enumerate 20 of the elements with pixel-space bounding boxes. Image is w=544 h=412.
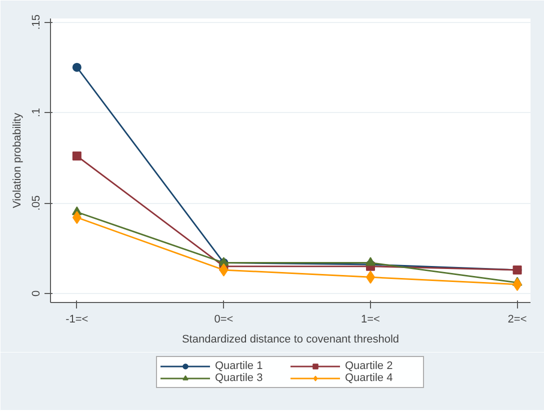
point	[72, 62, 82, 72]
point	[512, 278, 522, 291]
legend-label: Quartile 3	[215, 372, 264, 384]
y-tick-label: .05	[30, 195, 42, 211]
x-tick-label: -1=<	[66, 314, 88, 326]
point	[219, 263, 228, 276]
point	[366, 257, 376, 266]
legend-label: Quartile 4	[345, 372, 394, 384]
x-axis-title: Standardized distance to covenant threshold	[182, 334, 400, 346]
point	[72, 210, 82, 224]
y-axis-title: Violation probability	[12, 112, 24, 208]
x-tick-label: 0=<	[214, 314, 234, 326]
legend-label: Quartile 2	[345, 360, 394, 372]
y-tick-label: .1	[30, 108, 42, 118]
x-tick-label: 1=<	[361, 314, 380, 326]
point	[72, 151, 82, 160]
legend-label: Quartile 1	[215, 360, 264, 372]
y-tick-label: .15	[30, 14, 42, 30]
y-tick-label: 0	[30, 290, 42, 297]
x-tick-label: 2=<	[508, 314, 527, 326]
